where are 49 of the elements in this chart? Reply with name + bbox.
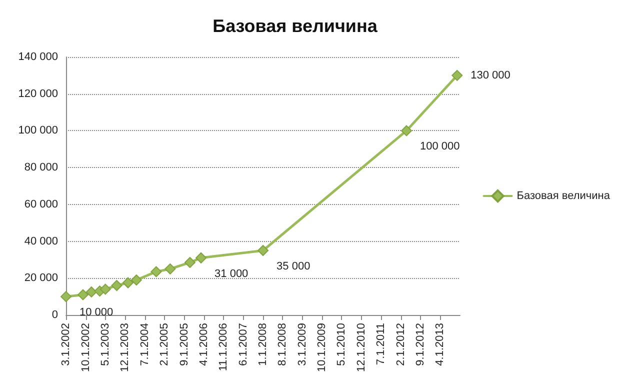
x-tick-label: 12.1.2010 bbox=[355, 323, 368, 372]
x-tick-label: 2.1.2012 bbox=[394, 323, 407, 366]
point bbox=[86, 286, 97, 298]
x-tick-label: 1.1.2008 bbox=[257, 323, 270, 366]
point bbox=[400, 125, 412, 136]
x-tick-label: 7.1.2004 bbox=[138, 323, 151, 366]
x-tick-label: 4.1.2013 bbox=[434, 323, 446, 366]
point bbox=[164, 263, 176, 274]
x-tick-label: 6.1.2007 bbox=[237, 323, 250, 366]
data-label: 35 000 bbox=[276, 260, 310, 272]
point bbox=[130, 274, 142, 286]
data-label: 130 000 bbox=[470, 69, 510, 82]
point bbox=[122, 277, 134, 288]
y-tick-label: 60 000 bbox=[24, 198, 58, 210]
x-tick-label: 4.1.2006 bbox=[198, 323, 210, 366]
y-tick-label: 20 000 bbox=[24, 272, 58, 284]
x-tick-label: 9.1.2005 bbox=[178, 323, 190, 366]
y-tick-label: 40 000 bbox=[24, 235, 58, 248]
point bbox=[111, 280, 122, 292]
x-tick-label: 5.1.2010 bbox=[336, 323, 348, 366]
data-label: 100 000 bbox=[420, 140, 460, 153]
data-label: 10 000 bbox=[80, 306, 114, 319]
data-label: 31 000 bbox=[214, 268, 248, 280]
x-tick-label: 10.1.2002 bbox=[80, 323, 92, 372]
x-tick-label: 5.1.2003 bbox=[99, 323, 112, 366]
point bbox=[150, 266, 162, 278]
chart-title: Базовая величина bbox=[212, 16, 378, 36]
y-tick-label: 100 000 bbox=[18, 124, 58, 137]
point bbox=[60, 291, 72, 302]
point bbox=[258, 245, 269, 256]
y-tick-label: 0 bbox=[52, 309, 58, 321]
point bbox=[78, 289, 89, 300]
legend-label: Базовая величина bbox=[516, 190, 611, 202]
point bbox=[100, 284, 111, 295]
x-tick-label: 8.1.2008 bbox=[276, 323, 289, 366]
point bbox=[452, 70, 463, 81]
x-tick-label: 7.1.2011 bbox=[375, 323, 388, 366]
x-tick-label: 2.1.2005 bbox=[158, 323, 171, 366]
x-tick-label: 9.1.2012 bbox=[414, 323, 427, 366]
x-tick-label: 12.1.2003 bbox=[119, 323, 132, 372]
point bbox=[184, 256, 196, 268]
y-tick-label: 80 000 bbox=[24, 162, 58, 174]
y-tick-label: 140 000 bbox=[18, 51, 58, 63]
x-tick-label: 3.1.2009 bbox=[296, 323, 308, 366]
y-tick-label: 120 000 bbox=[18, 88, 58, 100]
x-tick-label: 3.1.2002 bbox=[60, 323, 72, 366]
x-tick-label: 10.1.2009 bbox=[316, 323, 328, 372]
point bbox=[196, 252, 207, 264]
x-tick-label: 11.1.2006 bbox=[218, 323, 230, 372]
